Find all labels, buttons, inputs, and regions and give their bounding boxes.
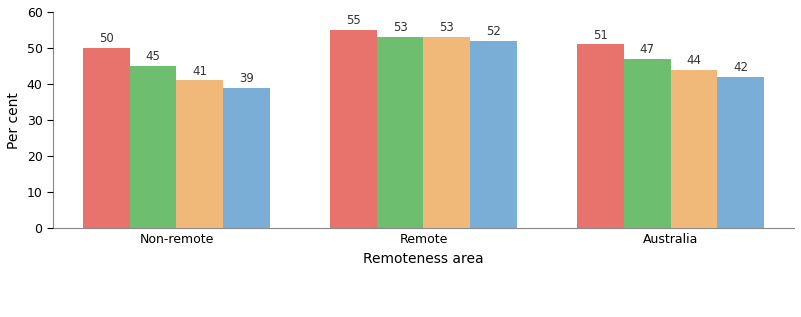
Text: 55: 55 — [346, 14, 360, 27]
Bar — [83, 48, 130, 228]
Bar — [470, 41, 517, 228]
Bar — [329, 30, 376, 228]
Text: 53: 53 — [440, 21, 454, 34]
Bar — [577, 44, 624, 228]
Text: 53: 53 — [392, 21, 408, 34]
Bar — [718, 77, 764, 228]
Bar — [670, 70, 718, 228]
Text: 39: 39 — [239, 72, 254, 85]
Bar — [176, 81, 223, 228]
Text: 42: 42 — [734, 61, 748, 74]
X-axis label: Remoteness area: Remoteness area — [363, 252, 484, 266]
Text: 45: 45 — [146, 50, 160, 63]
Y-axis label: Per cent: Per cent — [7, 92, 21, 149]
Bar — [424, 37, 470, 228]
Text: 41: 41 — [192, 65, 207, 78]
Bar — [130, 66, 176, 228]
Text: 50: 50 — [99, 32, 114, 45]
Bar — [223, 87, 270, 228]
Bar — [624, 59, 670, 228]
Text: 47: 47 — [639, 43, 654, 56]
Text: 44: 44 — [686, 54, 702, 67]
Text: 52: 52 — [486, 25, 501, 38]
Text: 51: 51 — [593, 29, 608, 42]
Bar — [376, 37, 424, 228]
